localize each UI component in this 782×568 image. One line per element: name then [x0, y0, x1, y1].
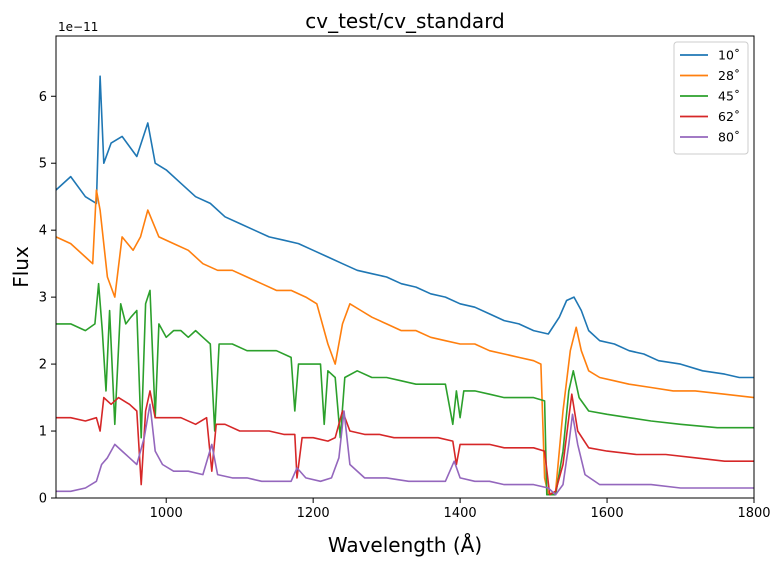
x-tick-label: 1000 [150, 506, 183, 521]
series-line-5 [56, 403, 754, 496]
legend-label: 80˚ [718, 130, 740, 145]
series-line-4 [56, 390, 754, 496]
x-axis-label: Wavelength (Å) [328, 533, 482, 557]
y-tick-label: 6 [39, 90, 47, 105]
series-line-3 [56, 282, 754, 496]
legend: 10˚ 28˚ 45˚ 62˚ 80˚ [673, 41, 749, 155]
plot-frame [55, 35, 755, 499]
y-tick-label: 1 [39, 425, 47, 440]
series-layer [55, 75, 755, 496]
y-tick-label: 2 [39, 358, 47, 373]
y-axis-label: Flux [9, 246, 33, 288]
legend-frame [673, 41, 749, 155]
y-scale-offset-label: 1e−11 [58, 20, 98, 34]
legend-label: 10˚ [718, 48, 740, 63]
y-tick-label: 5 [39, 157, 47, 172]
x-tick-label: 1600 [591, 506, 624, 521]
legend-label: 45˚ [718, 89, 740, 104]
x-tick-label: 1800 [737, 506, 770, 521]
x-tick-label: 1200 [297, 506, 330, 521]
series-line-2 [55, 189, 755, 496]
x-tick-label: 1400 [444, 506, 477, 521]
ticks-layer: 1000 1200 1400 1600 1800 0 1 2 3 4 5 6 [39, 90, 771, 521]
chart-title: cv_test/cv_standard [305, 9, 505, 33]
y-tick-label: 4 [39, 224, 47, 239]
series-line-1 [55, 75, 754, 379]
y-tick-label: 3 [39, 291, 47, 306]
legend-label: 28˚ [718, 68, 740, 83]
legend-label: 62˚ [718, 109, 740, 124]
y-tick-label: 0 [39, 492, 47, 507]
